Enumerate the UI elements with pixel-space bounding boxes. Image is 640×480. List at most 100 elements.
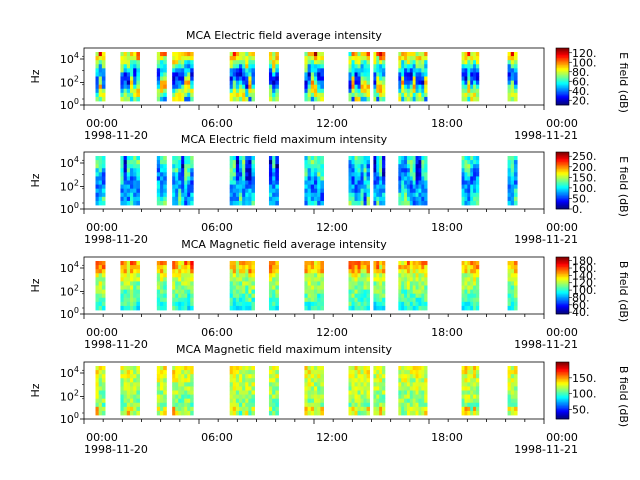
spectrogram-cell xyxy=(373,301,377,307)
spectrogram-cell xyxy=(248,72,252,77)
spectrogram-cell xyxy=(163,378,167,383)
spectrogram-cell xyxy=(310,386,315,391)
spectrogram-cell xyxy=(120,164,125,169)
spectrogram-cell xyxy=(363,96,367,102)
spectrogram-cell xyxy=(123,402,128,408)
spectrogram-cell xyxy=(412,305,416,311)
spectrogram-cell xyxy=(178,382,182,387)
spectrogram-cell xyxy=(136,176,140,181)
spectrogram-cell xyxy=(366,188,370,194)
spectrogram-cell xyxy=(229,305,234,311)
spectrogram-cell xyxy=(357,390,361,395)
spectrogram-cell xyxy=(317,96,321,102)
spectrogram-cell xyxy=(510,301,515,307)
spectrogram-cell xyxy=(360,370,364,375)
spectrogram-cell xyxy=(421,156,425,161)
spectrogram-cell xyxy=(418,366,422,371)
spectrogram-cell xyxy=(467,394,471,400)
spectrogram-cell xyxy=(320,398,324,404)
spectrogram-cell xyxy=(379,261,383,266)
spectrogram-cell xyxy=(304,289,309,295)
spectrogram-cell xyxy=(379,273,383,278)
spectrogram-cell xyxy=(421,92,425,98)
spectrogram-cell xyxy=(406,84,411,90)
spectrogram-cell xyxy=(398,277,402,282)
spectrogram-cell xyxy=(461,60,465,65)
spectrogram-cell xyxy=(160,285,164,290)
spectrogram-cell xyxy=(268,297,273,303)
spectrogram-cell xyxy=(421,378,425,383)
spectrogram-cell xyxy=(461,265,465,270)
colorbar-step xyxy=(556,180,569,183)
spectrogram-cell xyxy=(172,172,176,177)
spectrogram-cell xyxy=(366,80,370,86)
spectrogram-cell xyxy=(232,176,237,181)
spectrogram-cell xyxy=(513,72,518,77)
spectrogram-cell xyxy=(507,277,512,282)
colorbar-step xyxy=(556,377,569,380)
spectrogram-cell xyxy=(156,180,161,185)
spectrogram-cell xyxy=(507,305,512,311)
colorbar-step xyxy=(556,274,569,276)
spectrogram-cell xyxy=(272,386,276,391)
spectrogram-cell xyxy=(123,382,128,387)
spectrogram-cell xyxy=(461,68,465,73)
spectrogram-cell xyxy=(314,192,318,198)
spectrogram-cell xyxy=(268,72,273,77)
spectrogram-cell xyxy=(513,184,518,190)
spectrogram-cell xyxy=(235,72,240,77)
spectrogram-cell xyxy=(404,289,408,295)
spectrogram-cell xyxy=(314,297,318,303)
spectrogram-cell xyxy=(404,96,408,102)
spectrogram-cell xyxy=(421,84,425,90)
spectrogram-cell xyxy=(242,196,246,202)
spectrogram-cell xyxy=(507,382,512,387)
spectrogram-cell xyxy=(398,196,402,202)
spectrogram-cell xyxy=(510,64,515,69)
spectrogram-cell xyxy=(136,96,140,102)
spectrogram-cell xyxy=(101,176,106,181)
spectrogram-cell xyxy=(245,180,249,185)
spectrogram-cell xyxy=(268,164,273,169)
spectrogram-cell xyxy=(181,184,185,190)
chart-title: MCA Magnetic field average intensity xyxy=(181,238,387,251)
spectrogram-cell xyxy=(348,390,352,395)
spectrogram-cell xyxy=(510,168,515,173)
spectrogram-cell xyxy=(421,64,425,69)
spectrogram-cell xyxy=(382,52,386,57)
spectrogram-cell xyxy=(398,390,402,395)
spectrogram-cell xyxy=(275,285,279,290)
spectrogram-cell xyxy=(251,402,255,408)
spectrogram-cell xyxy=(248,386,252,391)
spectrogram-cell xyxy=(415,92,419,98)
spectrogram-cell xyxy=(379,72,383,77)
spectrogram-cell xyxy=(156,378,161,383)
spectrogram-cell xyxy=(98,366,103,371)
colorbar-step xyxy=(556,299,569,302)
spectrogram-cell xyxy=(251,366,255,371)
spectrogram-cell xyxy=(464,172,468,177)
spectrogram-cell xyxy=(382,394,386,400)
spectrogram-cell xyxy=(229,406,234,412)
spectrogram-cell xyxy=(163,88,167,94)
colorbar-frame xyxy=(555,256,570,315)
spectrogram-cell xyxy=(320,60,324,65)
spectrogram-cell xyxy=(268,402,273,408)
spectrogram-cell xyxy=(467,293,471,299)
colorbar-tick-label: 100. xyxy=(572,56,597,69)
spectrogram-cell xyxy=(160,56,164,61)
spectrogram-cell xyxy=(421,297,425,303)
spectrogram-cell xyxy=(363,188,367,194)
spectrogram-cell xyxy=(133,156,137,161)
spectrogram-cell xyxy=(187,273,191,278)
spectrogram-cell xyxy=(101,285,106,290)
spectrogram-cell xyxy=(507,273,512,278)
colorbar-tick-label: 120. xyxy=(572,47,597,60)
spectrogram-cell xyxy=(160,281,164,286)
spectrogram-cell xyxy=(418,84,422,90)
spectrogram-cell xyxy=(354,269,358,274)
spectrogram-cell xyxy=(160,398,164,404)
spectrogram-cell xyxy=(366,273,370,278)
spectrogram-cell xyxy=(510,164,515,169)
spectrogram-cell xyxy=(409,184,414,190)
